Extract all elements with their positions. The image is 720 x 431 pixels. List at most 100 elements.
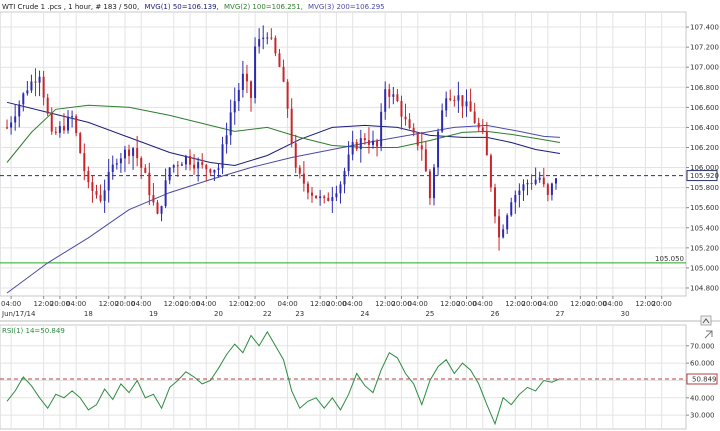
date-label: 27 [556,310,565,318]
candle-body [201,162,204,165]
time-tick-label: 04:00 [408,300,428,308]
support-line: 105.050 [0,255,686,264]
candle [388,83,391,109]
candle-body [91,182,94,192]
time-tick-label: 12:00 [310,300,330,308]
candle [270,28,273,41]
candle [156,200,159,215]
candle [384,81,387,120]
candle-body [534,179,537,184]
candle [465,89,468,117]
candle-body [278,53,281,67]
rsi-tag-box [686,373,718,385]
price-panel-border [0,11,687,297]
candle [331,186,334,213]
candle [432,163,435,206]
candle-body [205,164,208,170]
support-label: 105.050 [655,255,684,263]
candle [95,184,98,199]
resize-icon[interactable] [704,330,713,339]
time-tick-label: 04:00 [1,300,21,308]
candle-body [168,167,171,181]
candle [380,103,383,152]
candle-body [347,154,350,171]
price-tick-label: 106.000 [690,164,719,172]
candle-body [371,140,374,145]
candle [115,158,118,170]
rsi-panel-border [0,324,687,430]
candle-body [6,127,9,129]
candle-body [18,104,21,117]
candle-body [428,171,431,199]
candle [209,168,212,176]
candle-body [449,98,452,100]
candle [323,194,326,204]
candle-body [420,145,423,150]
candle [400,95,403,130]
candle [327,192,330,202]
candle-body [156,202,159,214]
candle [229,99,232,145]
candle [197,157,200,182]
candle [67,110,70,134]
candle [34,68,37,97]
candle [6,119,9,130]
candle-body [506,215,509,230]
candle [351,130,354,161]
candle [193,154,196,175]
candle-body [437,131,440,168]
rsi-tick-label: 30.000 [690,412,715,420]
candle [132,146,135,170]
candle [201,153,204,169]
candle-body [197,162,200,169]
candle-body [424,149,427,172]
candle-body [355,142,358,150]
moving-average-1 [6,101,561,167]
rsi-tag: 50.849 [692,375,717,383]
candle [290,98,293,148]
candle-body [392,94,395,97]
time-tick-label: 20:00 [391,300,411,308]
candle [189,149,192,171]
candle [258,28,261,54]
candle [461,95,464,119]
last-price-tag-box [686,170,718,182]
rsi-line-path [6,330,561,426]
candle [371,130,374,149]
candle-body [441,110,444,132]
candle [213,169,216,182]
candle-body [359,138,362,150]
candle-body [485,132,488,156]
candle-body [180,164,183,166]
candle-body [514,194,517,203]
candle-body [148,172,151,196]
price-tick-label: 106.400 [690,124,719,132]
candle-body [172,165,175,168]
date-label: 23 [295,310,304,318]
candle [453,95,456,107]
candle-body [282,66,285,82]
candles [6,25,557,251]
candle [424,141,427,172]
candle [119,152,122,173]
candle [457,81,460,113]
date-label: 18 [84,310,93,318]
chart-header: WTI Crude 1 .pcs , 1 hour, # 183 / 500, … [2,3,385,11]
candle-body [229,112,232,136]
candle-body [83,153,86,172]
candle-body [473,111,476,124]
collapse-icon[interactable] [700,315,712,326]
candle [339,181,342,204]
candle [274,35,277,57]
candle-body [384,89,387,112]
candle-body [34,81,37,83]
candle [449,89,452,102]
candle-body [233,101,236,113]
candle [245,64,248,94]
date-label: 25 [425,310,434,318]
candle-body [306,183,309,193]
candle [30,74,33,93]
